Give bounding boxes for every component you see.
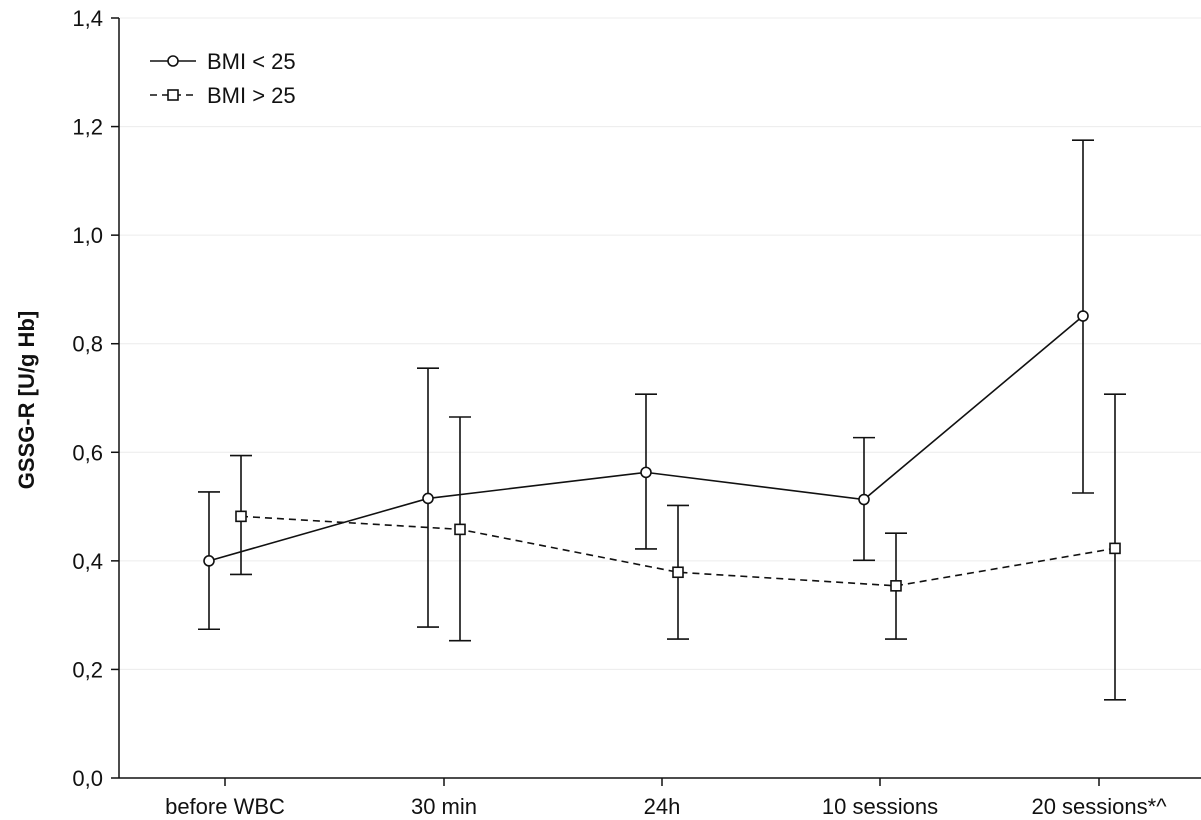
y-tick-label: 0,6 bbox=[72, 440, 103, 465]
y-tick-label: 0,0 bbox=[72, 766, 103, 791]
y-tick-label: 1,2 bbox=[72, 115, 103, 140]
y-tick-label: 0,8 bbox=[72, 332, 103, 357]
legend: BMI < 25 BMI > 25 bbox=[150, 49, 296, 108]
x-tick-label: 24h bbox=[644, 794, 681, 819]
legend-item: BMI > 25 bbox=[150, 83, 296, 108]
legend-marker-circle bbox=[167, 55, 179, 67]
x-tick-label: 30 min bbox=[411, 794, 477, 819]
data-point-square bbox=[890, 580, 902, 592]
legend-marker-square bbox=[167, 89, 179, 101]
data-point-square bbox=[454, 523, 466, 536]
axes bbox=[118, 18, 1201, 779]
x-tick-label: 20 sessions*^ bbox=[1031, 794, 1167, 819]
data-point-circle bbox=[858, 493, 870, 506]
series-2 bbox=[230, 393, 1126, 701]
x-tick-label: 10 sessions bbox=[822, 794, 938, 819]
series-layer bbox=[198, 139, 1126, 701]
data-point-circle bbox=[422, 492, 434, 505]
series-1 bbox=[198, 139, 1094, 631]
y-tick-label: 1,4 bbox=[72, 6, 103, 31]
legend-item: BMI < 25 bbox=[150, 49, 296, 74]
data-point-square bbox=[672, 566, 684, 579]
legend-label: BMI < 25 bbox=[207, 49, 296, 74]
series-line bbox=[240, 515, 1116, 587]
data-point-circle bbox=[203, 555, 215, 567]
x-tick-label: before WBC bbox=[165, 794, 285, 819]
data-point-square bbox=[235, 510, 247, 523]
data-point-circle bbox=[1077, 310, 1089, 322]
axis-ticks: 0,0 0,2 0,4 0,6 0,8 1,0 1,2 1,4 before WBC 30 min… bbox=[72, 6, 1167, 819]
y-tick-label: 0,4 bbox=[72, 549, 103, 574]
y-tick-label: 0,2 bbox=[72, 657, 103, 682]
y-tick-label: 1,0 bbox=[72, 223, 103, 248]
legend-label: BMI > 25 bbox=[207, 83, 296, 108]
data-point-circle bbox=[640, 466, 652, 479]
y-axis-title: GSSG-R [U/g Hb] bbox=[14, 311, 39, 489]
grid-lines bbox=[119, 17, 1201, 670]
data-point-square bbox=[1109, 542, 1121, 555]
